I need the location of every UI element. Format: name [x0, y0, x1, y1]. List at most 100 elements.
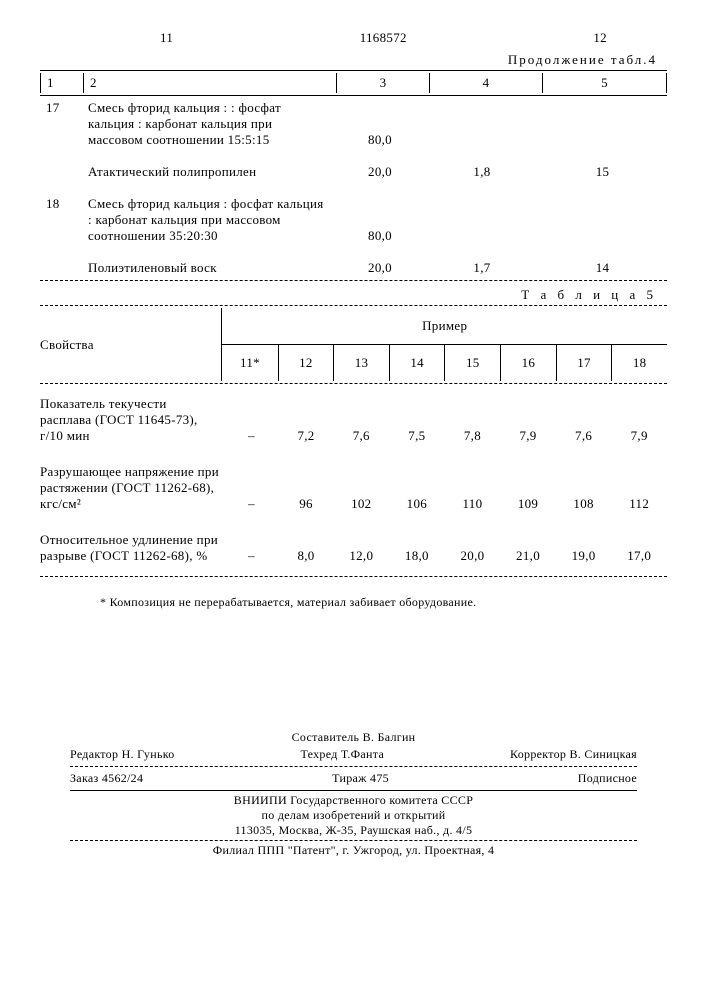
prop-cell: Показатель текучести расплава (ГОСТ 1164…	[40, 386, 225, 454]
t4-col-3: 3	[337, 73, 430, 93]
page-num-left: 11	[160, 30, 173, 46]
cell: 17	[40, 98, 82, 150]
cell: Полиэтиленовый воск	[82, 258, 334, 278]
subscription: Подписное	[578, 771, 637, 786]
cell: 102	[334, 454, 390, 522]
divider	[70, 840, 637, 841]
addr-1: 113035, Москва, Ж-35, Раушская наб., д. …	[40, 823, 667, 838]
cell: 1,8	[426, 162, 538, 182]
cell: Смесь фторид кальция : фосфат кальция : …	[82, 194, 334, 246]
cell: 7,5	[389, 386, 445, 454]
cell: –	[225, 454, 279, 522]
cell: 7,6	[334, 386, 390, 454]
t4-col-4: 4	[430, 73, 543, 93]
t5-col: 14	[389, 345, 445, 382]
table-5-body: Показатель текучести расплава (ГОСТ 1164…	[40, 386, 667, 574]
org-line-1: ВНИИПИ Государственного комитета СССР	[40, 793, 667, 808]
cell: 8,0	[279, 522, 334, 574]
cell: 108	[556, 454, 612, 522]
cell: 17,0	[611, 522, 667, 574]
cell: 21,0	[500, 522, 556, 574]
cell: 20,0	[334, 162, 426, 182]
branch: Филиал ППП "Патент", г. Ужгород, ул. Про…	[40, 843, 667, 858]
cell: 110	[445, 454, 501, 522]
cell: 106	[389, 454, 445, 522]
cell: 18,0	[389, 522, 445, 574]
table-row: 18 Смесь фторид кальция : фосфат кальция…	[40, 194, 667, 246]
cell	[40, 162, 82, 182]
footnote: * Композиция не перерабатывается, матери…	[40, 595, 667, 610]
t4-col-1: 1	[41, 73, 84, 93]
cell: 7,2	[279, 386, 334, 454]
t5-col: 12	[278, 345, 334, 382]
divider	[40, 305, 667, 306]
editor: Редактор Н. Гунько	[70, 747, 175, 762]
divider	[40, 383, 667, 384]
table-row: Относительное удлинение при разрыве (ГОС…	[40, 522, 667, 574]
page-num-right: 12	[593, 30, 607, 46]
cell: Атактический полипропилен	[82, 162, 334, 182]
cell: 7,9	[611, 386, 667, 454]
cell	[538, 194, 667, 246]
cell	[40, 258, 82, 278]
cell: 112	[611, 454, 667, 522]
cell: Смесь фторид кальция : : фосфат кальция …	[82, 98, 334, 150]
cell: 20,0	[334, 258, 426, 278]
table-4: 1 2 3 4 5	[40, 73, 667, 93]
table-5: Свойства Пример 11* 12 13 14 15 16 17 18	[40, 308, 667, 381]
t5-head-prop: Свойства	[40, 308, 222, 381]
org-line-2: по делам изобретений и открытий	[40, 808, 667, 823]
table-row: Разрушающее напряжение при растяжении (Г…	[40, 454, 667, 522]
table-4-body: 17 Смесь фторид кальция : : фосфат кальц…	[40, 98, 667, 278]
cell	[426, 98, 538, 150]
cell: 7,8	[445, 386, 501, 454]
t5-head-group: Пример	[222, 308, 667, 345]
cell: 20,0	[445, 522, 501, 574]
doc-number: 1168572	[360, 30, 407, 46]
t5-col: 11*	[222, 345, 278, 382]
table-row: Атактический полипропилен 20,0 1,8 15	[40, 162, 667, 182]
cell: –	[225, 522, 279, 574]
cell: 80,0	[334, 98, 426, 150]
t4-col-5: 5	[543, 73, 667, 93]
divider	[40, 70, 667, 71]
cell: 14	[538, 258, 667, 278]
cell	[426, 194, 538, 246]
page-header: 11 1168572 12	[40, 30, 667, 46]
t5-col: 16	[501, 345, 557, 382]
t4-col-2: 2	[84, 73, 337, 93]
cell: 19,0	[556, 522, 612, 574]
t5-col: 17	[556, 345, 612, 382]
cell: 80,0	[334, 194, 426, 246]
cell: 109	[500, 454, 556, 522]
table4-continuation: Продолжение табл.4	[40, 52, 667, 68]
divider	[40, 95, 667, 96]
cell: 1,7	[426, 258, 538, 278]
table-row: Полиэтиленовый воск 20,0 1,7 14	[40, 258, 667, 278]
prop-cell: Разрушающее напряжение при растяжении (Г…	[40, 454, 225, 522]
cell: 96	[279, 454, 334, 522]
cell	[538, 98, 667, 150]
tirazh: Тираж 475	[332, 771, 389, 786]
cell: –	[225, 386, 279, 454]
divider	[70, 766, 637, 767]
cell: 7,9	[500, 386, 556, 454]
corrector: Корректор В. Синицкая	[510, 747, 637, 762]
cell: 7,6	[556, 386, 612, 454]
cell: 18	[40, 194, 82, 246]
t5-col: 13	[334, 345, 390, 382]
divider	[40, 280, 667, 281]
divider	[40, 576, 667, 577]
t5-col: 18	[612, 345, 667, 382]
prop-cell: Относительное удлинение при разрыве (ГОС…	[40, 522, 225, 574]
t5-col: 15	[445, 345, 501, 382]
table-row: 17 Смесь фторид кальция : : фосфат кальц…	[40, 98, 667, 150]
table-row: Показатель текучести расплава (ГОСТ 1164…	[40, 386, 667, 454]
techred: Техред Т.Фанта	[300, 747, 384, 762]
compiler: Составитель В. Балгин	[40, 730, 667, 745]
order: Заказ 4562/24	[70, 771, 143, 786]
cell: 12,0	[334, 522, 390, 574]
cell: 15	[538, 162, 667, 182]
table5-title: Т а б л и ц а 5	[40, 287, 667, 303]
divider	[70, 790, 637, 791]
